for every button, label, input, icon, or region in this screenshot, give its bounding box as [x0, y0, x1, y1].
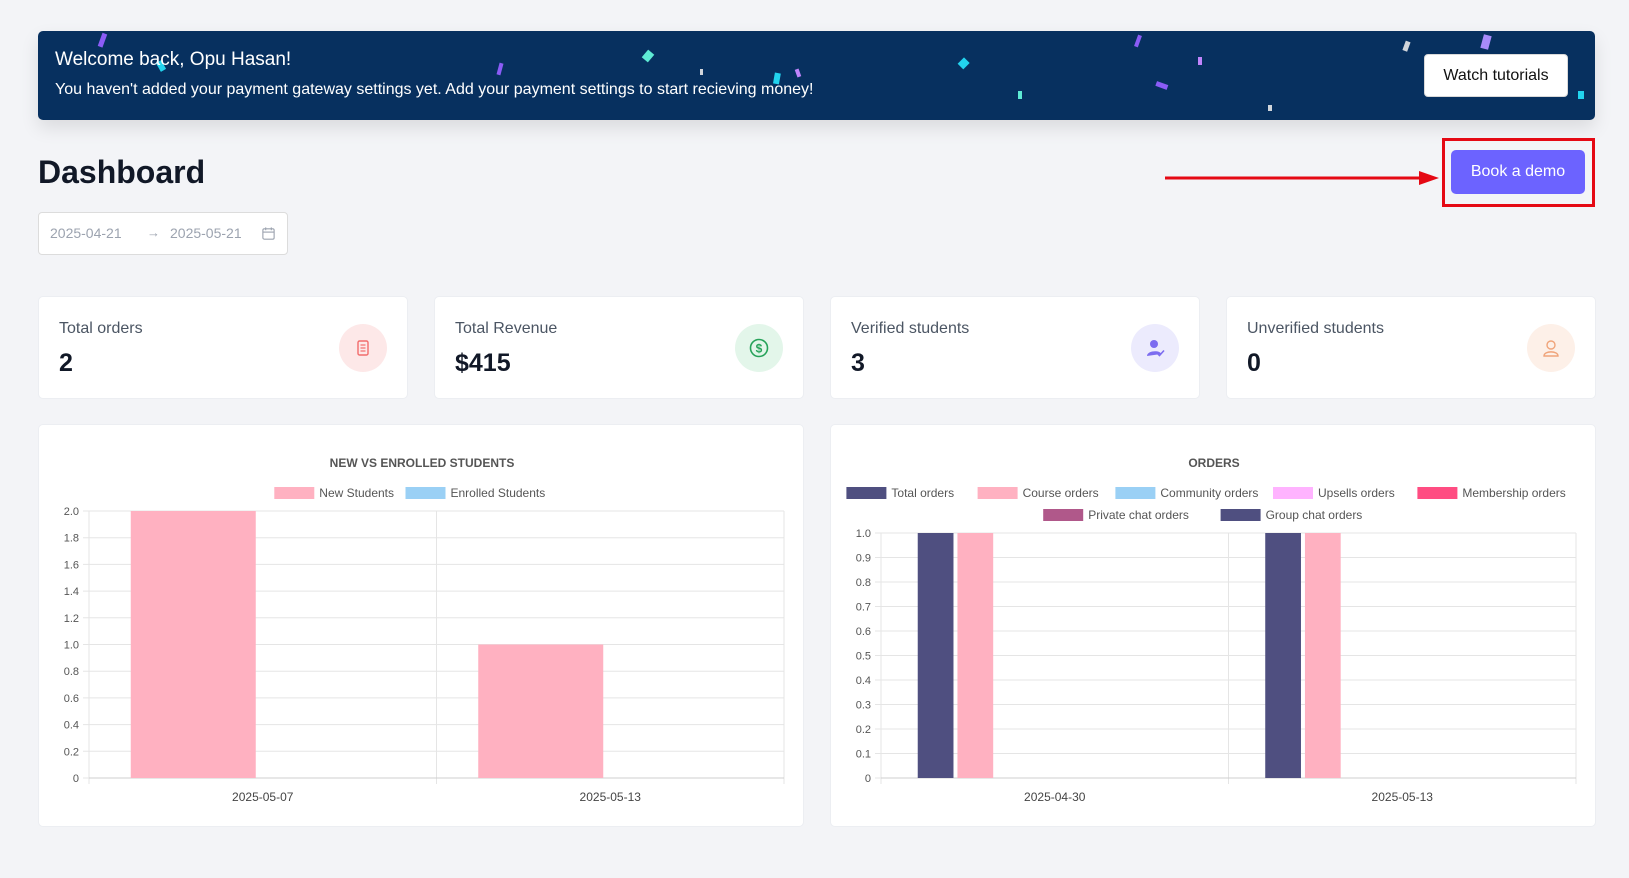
- stat-card-total-orders: Total orders 2: [38, 296, 408, 399]
- stat-value: 0: [1247, 349, 1261, 377]
- y-tick-label: 1.0: [64, 640, 79, 652]
- chart-title: NEW VS ENROLLED STUDENTS: [330, 456, 515, 470]
- payment-settings-notice: You haven't added your payment gateway s…: [55, 81, 814, 98]
- y-tick-label: 1.0: [856, 528, 871, 540]
- y-tick-label: 0.5: [856, 651, 871, 663]
- legend-swatch: [1273, 487, 1313, 499]
- annotation-arrow: [1165, 171, 1439, 185]
- y-tick-label: 0.2: [64, 746, 79, 758]
- stat-value: 2: [59, 349, 73, 377]
- legend-swatch: [977, 487, 1018, 499]
- date-start-input[interactable]: 2025-04-21: [50, 225, 122, 241]
- x-tick-label: 2025-05-13: [1372, 790, 1434, 804]
- date-range-picker[interactable]: 2025-04-21 → 2025-05-21: [38, 212, 288, 255]
- stat-label: Verified students: [851, 320, 970, 337]
- y-tick-label: 0.1: [856, 749, 871, 761]
- svg-text:$: $: [756, 342, 763, 356]
- bar: [478, 644, 604, 778]
- legend-label: Private chat orders: [1088, 508, 1189, 522]
- y-tick-label: 0: [73, 773, 79, 785]
- date-separator-arrow: →: [147, 225, 160, 240]
- y-tick-label: 1.6: [64, 559, 79, 571]
- legend-swatch: [405, 487, 446, 499]
- welcome-greeting: Welcome back, Opu Hasan!: [55, 49, 292, 70]
- x-tick-label: 2025-04-30: [1024, 790, 1086, 804]
- chart-card-students: NEW VS ENROLLED STUDENTS New Students Enro…: [38, 424, 804, 827]
- legend-label: Total orders: [891, 486, 954, 500]
- stat-label: Unverified students: [1247, 320, 1384, 337]
- y-tick-label: 1.8: [64, 533, 79, 545]
- stat-card-verified-students: Verified students 3: [830, 296, 1200, 399]
- students-bar-chart: NEW VS ENROLLED STUDENTS New Students Enro…: [64, 456, 785, 804]
- stat-card-total-revenue: Total Revenue $415 $: [434, 296, 804, 399]
- stat-card-unverified-students: Unverified students 0: [1226, 296, 1596, 399]
- y-tick-label: 0.6: [856, 626, 871, 638]
- user-icon: [1527, 324, 1575, 372]
- stat-label: Total Revenue: [455, 320, 558, 337]
- calendar-icon: [262, 227, 275, 240]
- y-tick-label: 0: [865, 773, 871, 785]
- legend-label: Community orders: [1160, 486, 1258, 500]
- legend-swatch: [1220, 509, 1261, 521]
- legend-label: Upsells orders: [1318, 486, 1395, 500]
- bar: [1265, 533, 1301, 778]
- chart-card-orders: ORDERS Total orders Course orders Community…: [830, 424, 1596, 827]
- receipt-icon: [339, 324, 387, 372]
- verified-user-icon: [1131, 324, 1179, 372]
- y-tick-label: 0.3: [856, 700, 871, 712]
- y-tick-label: 2.0: [64, 506, 79, 518]
- stat-label: Total orders: [59, 320, 143, 337]
- stat-value: 3: [851, 349, 865, 377]
- y-tick-label: 0.8: [856, 577, 871, 589]
- y-tick-label: 0.8: [64, 666, 79, 678]
- stat-value: $415: [455, 349, 511, 377]
- legend-swatch: [1417, 487, 1458, 499]
- legend-label: Group chat orders: [1266, 508, 1363, 522]
- bar: [1304, 533, 1341, 778]
- y-tick-label: 0.2: [856, 724, 871, 736]
- confetti-decoration: [97, 32, 1584, 111]
- annotation-highlight-box: [1442, 138, 1595, 207]
- bar: [917, 533, 954, 778]
- y-tick-label: 1.4: [64, 586, 79, 598]
- welcome-banner: Welcome back, Opu Hasan! You haven't add…: [38, 31, 1595, 120]
- y-tick-label: 1.2: [64, 613, 79, 625]
- y-tick-label: 0.9: [856, 553, 871, 565]
- legend-swatch: [846, 487, 887, 499]
- legend-label: New Students: [319, 486, 394, 500]
- legend-label: Course orders: [1023, 486, 1099, 500]
- dollar-icon: $: [735, 324, 783, 372]
- watch-tutorials-button[interactable]: Watch tutorials: [1424, 54, 1568, 97]
- y-tick-label: 0.6: [64, 693, 79, 705]
- book-demo-button[interactable]: Book a demo: [1451, 150, 1585, 194]
- y-tick-label: 0.4: [64, 720, 79, 732]
- page-title: Dashboard: [38, 154, 206, 190]
- x-tick-label: 2025-05-13: [580, 790, 642, 804]
- x-tick-label: 2025-05-07: [232, 790, 294, 804]
- legend-swatch: [1043, 509, 1084, 521]
- legend-swatch: [274, 487, 315, 499]
- bar: [130, 511, 256, 778]
- bar: [957, 533, 994, 778]
- y-tick-label: 0.7: [856, 602, 871, 614]
- legend-swatch: [1115, 487, 1156, 499]
- legend-label: Membership orders: [1462, 486, 1565, 500]
- orders-bar-chart: ORDERS Total orders Course orders Community…: [846, 456, 1577, 804]
- date-end-input[interactable]: 2025-05-21: [170, 225, 242, 241]
- chart-title: ORDERS: [1188, 456, 1239, 470]
- y-tick-label: 0.4: [856, 675, 871, 687]
- legend-label: Enrolled Students: [451, 486, 546, 500]
